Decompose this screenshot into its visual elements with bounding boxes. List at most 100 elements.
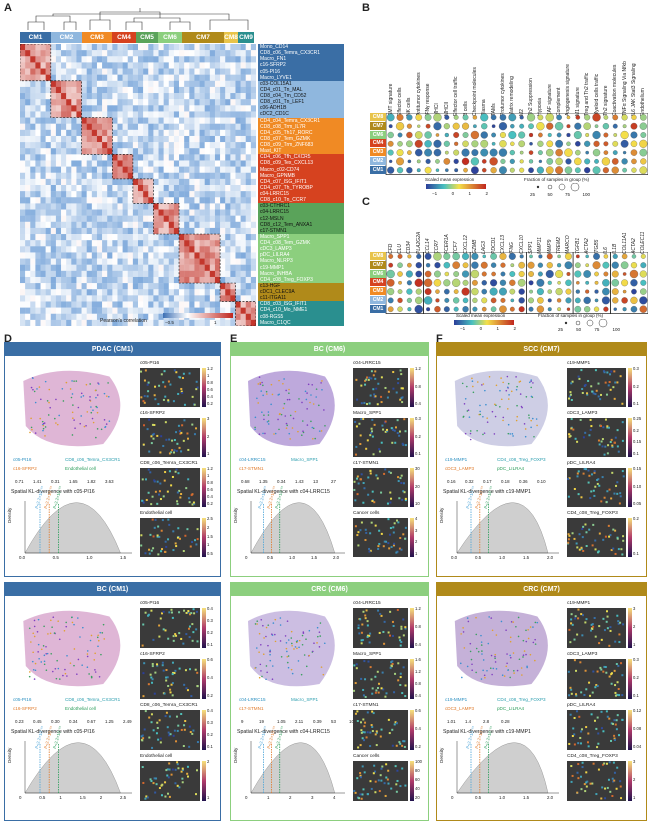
legend-range: 0.30 — [51, 719, 60, 724]
density-xtick: 0.0 — [19, 555, 26, 560]
colorbar-tick: 1 — [633, 642, 636, 647]
kl-density-plot — [456, 501, 559, 554]
colorbar-tick: 10 — [415, 501, 420, 506]
c-color-scale — [454, 320, 514, 325]
heatmap-row-label: c12-MSLN — [258, 215, 344, 222]
spatial-panel-title: BC (CM6) — [231, 343, 428, 356]
colorbar-tick: 4 — [415, 516, 418, 521]
legend-label: CD8_c06_Temra_CX3CR1 — [65, 697, 121, 702]
colorbar-tick: 0.1 — [207, 642, 213, 647]
colorbar-tick: 100 — [415, 759, 422, 764]
column-header: Th2 Suppression — [528, 78, 535, 116]
column-header: Effector cell traffic — [453, 76, 460, 116]
column-header: Matrix remodeling — [509, 76, 516, 116]
c-size-title: Fraction of samples in group (%) — [538, 313, 604, 318]
density-xtick: 0.5 — [267, 555, 274, 560]
legend-label: c16-SFRP2 — [13, 706, 37, 711]
mini-spatial-map — [567, 659, 626, 699]
cm-box-cm6: CM6 — [158, 32, 182, 43]
legend-label: Endothelial cell — [65, 466, 96, 471]
colorbar-tick: 0.1 — [633, 551, 639, 556]
colorbar-tick: 3 — [633, 759, 636, 764]
cm-box-cm3: CM3 — [82, 32, 112, 43]
colorbar-tick: 3 — [633, 606, 636, 611]
density-axis-label: Density — [439, 747, 444, 763]
mini-title: c17-STMN1 — [353, 461, 379, 466]
mini-colorbar — [202, 659, 206, 699]
mini-colorbar — [628, 468, 632, 507]
colorbar-tick: 0.3 — [207, 720, 213, 725]
heatmap-row-label: c16-SFRP2 — [258, 62, 344, 69]
legend-label: c19-MMP1 — [445, 697, 468, 702]
colorbar-tick: 0.08 — [633, 726, 642, 731]
density-xtick: 2 — [99, 795, 103, 800]
colorbar-tick: 0.4 — [207, 494, 213, 499]
heatmap-row-label: c03-CTHRC1 — [258, 203, 344, 210]
colorbar-tick: 2 — [415, 539, 418, 545]
c-legend-title: Scaled mean expression — [456, 313, 506, 318]
colorbar-tick: 20 — [415, 795, 420, 800]
heatmap-row-label: CD8_c06_Temra_CX3CR1 — [258, 50, 344, 57]
legend-range: 1.82 — [87, 479, 96, 484]
panel-label-e: E — [230, 333, 238, 345]
b-legend-title: Scaled mean expression — [425, 177, 475, 182]
heatmap-row-label: cDC2_CD1C — [258, 111, 344, 118]
spatial-panel: BC (CM1) c05-PI16 CD8_c06_Temra_CX3CR1 c16-… — [4, 582, 221, 821]
mini-spatial-map — [353, 761, 408, 801]
column-header: EMT signature — [387, 83, 394, 116]
b-color-scale — [426, 184, 486, 189]
heatmap-row-label: CD4_c10_Mo_NME1 — [258, 307, 344, 314]
c-tick-0: −1 — [460, 326, 466, 331]
panel-label-d: D — [4, 333, 12, 345]
mini-spatial-map — [567, 418, 626, 457]
density-xtick: 0 — [451, 795, 454, 800]
column-header: Protumor cytokines — [499, 73, 506, 116]
column-header: Angiogenesis signature — [565, 64, 572, 116]
mini-spatial-map — [140, 368, 200, 407]
heatmap-row-label: CD8_c04_Tm_CD52 — [258, 93, 344, 100]
mini-colorbar — [202, 608, 206, 648]
mini-colorbar — [202, 468, 206, 507]
tissue-image — [248, 370, 335, 447]
mini-colorbar — [410, 418, 414, 457]
colorbar-tick: 0.15 — [633, 466, 642, 471]
row-tag-cm1: CM1 — [370, 165, 386, 174]
row-tag-cm4: CM4 — [370, 139, 386, 148]
legend-range: 0.17 — [483, 479, 492, 484]
mini-spatial-map — [353, 659, 408, 699]
row-tag-cm7: CM7 — [370, 121, 386, 130]
colorbar-tick: 0.4 — [415, 726, 421, 731]
column-header: COLEC11 — [640, 231, 647, 254]
colorbar-tick: 0.2 — [633, 516, 639, 521]
legend-range: 1.41 — [33, 479, 42, 484]
kl-density-plot — [24, 741, 132, 794]
mini-spatial-map — [140, 518, 200, 557]
mini-spatial-map — [567, 368, 626, 407]
legend-range: 1.01 — [447, 719, 456, 724]
colorbar-tick: 0.8 — [207, 480, 213, 485]
heatmap-row-label: CD8_c03_ISG_IFIT1 — [258, 301, 344, 308]
row-tag-cm4: CM4 — [370, 278, 386, 287]
heatmap-row-label: CD8_c09_Tex_CXCL13 — [258, 160, 344, 167]
heat-tick-low: −0.5 — [165, 320, 174, 325]
legend-range: 9 — [241, 719, 244, 724]
colorbar-tick: 1.2 — [207, 366, 213, 371]
mini-title: c05-PI16 — [140, 361, 160, 366]
heatmap-row-label: Mono_CD14 — [258, 44, 344, 51]
legend-label: c16-SFRP2 — [13, 466, 37, 471]
row-tag-cm3: CM3 — [370, 287, 386, 296]
colorbar-tick: 0.4 — [415, 693, 421, 698]
legend-range: 19 — [259, 719, 264, 724]
legend-range: 0.71 — [15, 479, 24, 484]
colorbar-tick: 60 — [415, 777, 420, 782]
colorbar-tick: 0.04 — [633, 744, 642, 749]
colorbar-tick: 0.2 — [633, 383, 639, 389]
tissue-image — [454, 370, 548, 447]
mini-title: CD4_c08_Treg_FOXP3 — [567, 511, 618, 516]
legend-range: 13 — [313, 479, 318, 484]
legend-range: 2.11 — [295, 719, 304, 724]
colorbar-tick: 0.8 — [207, 380, 213, 385]
colorbar-tick: 0.1 — [633, 401, 639, 406]
colorbar-tick: 0.2 — [207, 501, 213, 506]
colorbar-tick: 0.4 — [207, 394, 213, 399]
